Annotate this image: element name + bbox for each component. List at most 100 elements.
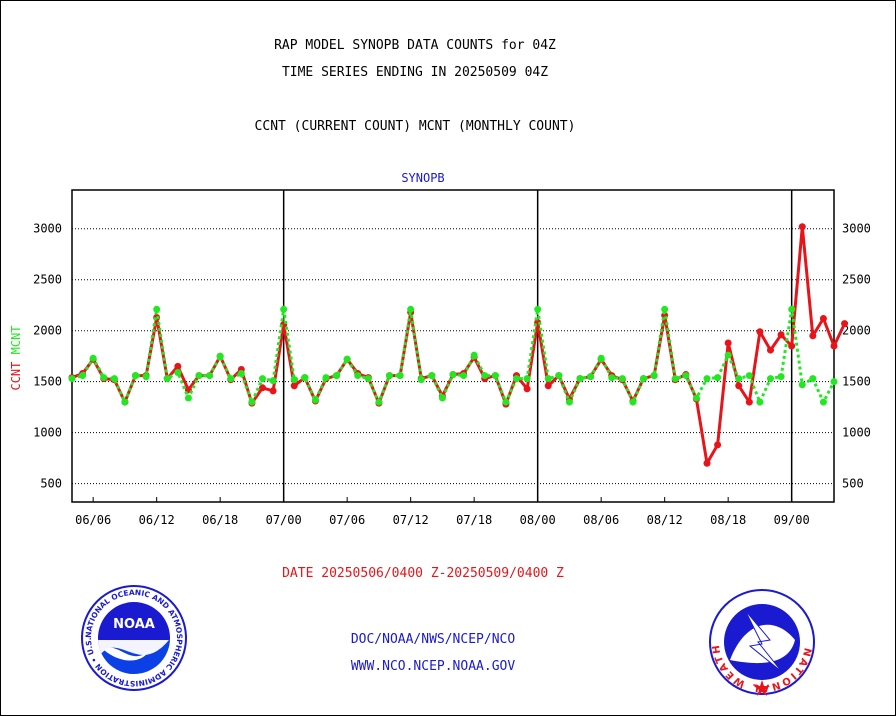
point-mcnt — [227, 375, 235, 383]
point-mcnt — [449, 371, 457, 379]
point-ccnt — [841, 320, 849, 328]
chart-title: SYNOPB — [401, 171, 444, 185]
point-mcnt — [629, 398, 637, 406]
point-mcnt — [481, 372, 489, 380]
x-tick-label: 07/18 — [456, 513, 492, 527]
y-tick-label-left: 1500 — [33, 375, 62, 389]
point-ccnt — [735, 382, 743, 390]
point-mcnt — [735, 375, 743, 383]
point-ccnt — [703, 459, 711, 467]
point-mcnt — [724, 351, 732, 359]
point-mcnt — [777, 373, 785, 381]
point-ccnt — [788, 342, 796, 350]
x-tick-label: 08/00 — [520, 513, 556, 527]
point-mcnt — [311, 396, 319, 404]
point-mcnt — [375, 398, 383, 406]
point-mcnt — [460, 372, 468, 380]
point-mcnt — [565, 398, 573, 406]
y-tick-label-right: 1000 — [842, 426, 871, 440]
point-mcnt — [597, 354, 605, 362]
point-mcnt — [587, 373, 595, 381]
point-mcnt — [174, 369, 182, 377]
title-line-3: CCNT (CURRENT COUNT) MCNT (MONTHLY COUNT… — [254, 119, 576, 134]
title-line-1: RAP MODEL SYNOPB DATA COUNTS for 04Z — [274, 38, 556, 53]
point-mcnt — [153, 305, 161, 313]
plot-border — [71, 189, 835, 503]
point-mcnt — [819, 398, 827, 406]
point-mcnt — [502, 398, 510, 406]
y-tick-label-left: 2500 — [33, 273, 62, 287]
x-tick-label: 08/06 — [583, 513, 619, 527]
x-tick-label: 09/00 — [774, 513, 810, 527]
point-mcnt — [534, 305, 542, 313]
point-mcnt — [100, 374, 108, 382]
point-ccnt — [809, 332, 817, 340]
point-mcnt — [618, 375, 626, 383]
point-ccnt — [830, 342, 838, 350]
point-mcnt — [788, 305, 796, 313]
y-tick-label-left: 2000 — [33, 324, 62, 338]
point-mcnt — [830, 378, 838, 386]
point-ccnt — [745, 398, 753, 406]
x-tick-label: 08/18 — [710, 513, 746, 527]
title-line-2: TIME SERIES ENDING IN 20250509 04Z — [281, 65, 549, 80]
point-mcnt — [68, 375, 76, 383]
point-mcnt — [121, 398, 129, 406]
y-tick-label-right: 3000 — [842, 222, 871, 236]
point-mcnt — [661, 305, 669, 313]
y-tick-label-right: 1500 — [842, 375, 871, 389]
point-mcnt — [523, 375, 531, 383]
y-tick-label-left: 3000 — [33, 222, 62, 236]
point-mcnt — [438, 394, 446, 402]
point-mcnt — [513, 375, 520, 383]
point-ccnt — [724, 339, 732, 347]
point-mcnt — [544, 375, 552, 383]
y-tick-label-right: 2000 — [842, 324, 871, 338]
point-mcnt — [756, 398, 764, 406]
point-mcnt — [640, 375, 647, 383]
url-label: WWW.NCO.NCEP.NOAA.GOV — [350, 659, 516, 674]
point-mcnt — [110, 375, 118, 383]
point-mcnt — [301, 374, 309, 382]
point-mcnt — [163, 375, 171, 383]
point-mcnt — [132, 372, 139, 380]
point-mcnt — [491, 372, 499, 380]
point-ccnt — [544, 382, 552, 390]
y-tick-label-right: 2500 — [842, 273, 871, 287]
y-axis-label-mcnt: MCNT — [9, 325, 23, 361]
point-ccnt — [269, 387, 277, 395]
point-mcnt — [248, 398, 256, 406]
point-mcnt — [682, 372, 690, 380]
point-mcnt — [142, 373, 150, 381]
x-tick-label: 06/12 — [139, 513, 175, 527]
point-mcnt — [216, 352, 224, 360]
point-ccnt — [777, 331, 785, 339]
point-mcnt — [470, 351, 478, 359]
y-tick-label-left: 500 — [40, 477, 62, 491]
point-mcnt — [417, 376, 425, 384]
point-mcnt — [703, 375, 711, 383]
point-ccnt — [819, 314, 827, 322]
x-tick-label: 06/06 — [75, 513, 111, 527]
x-tick-label: 08/12 — [647, 513, 683, 527]
point-ccnt — [523, 385, 531, 393]
point-mcnt — [364, 375, 372, 383]
point-mcnt — [798, 381, 806, 389]
point-mcnt — [195, 372, 203, 380]
point-ccnt — [259, 384, 266, 392]
point-mcnt — [555, 372, 563, 380]
point-mcnt — [809, 375, 817, 383]
y-tick-label-left: 1000 — [33, 426, 62, 440]
x-tick-label: 07/06 — [329, 513, 365, 527]
point-mcnt — [269, 377, 277, 385]
point-mcnt — [237, 370, 245, 378]
point-mcnt — [290, 376, 298, 384]
point-mcnt — [692, 394, 700, 402]
point-mcnt — [576, 375, 584, 383]
point-mcnt — [354, 372, 362, 380]
date-range-label: DATE 20250506/0400 Z-20250509/0400 Z — [282, 566, 564, 581]
x-tick-label: 07/00 — [266, 513, 302, 527]
point-mcnt — [671, 375, 679, 383]
y-axis-label-ccnt: CCNT — [9, 362, 23, 391]
point-mcnt — [79, 372, 87, 380]
